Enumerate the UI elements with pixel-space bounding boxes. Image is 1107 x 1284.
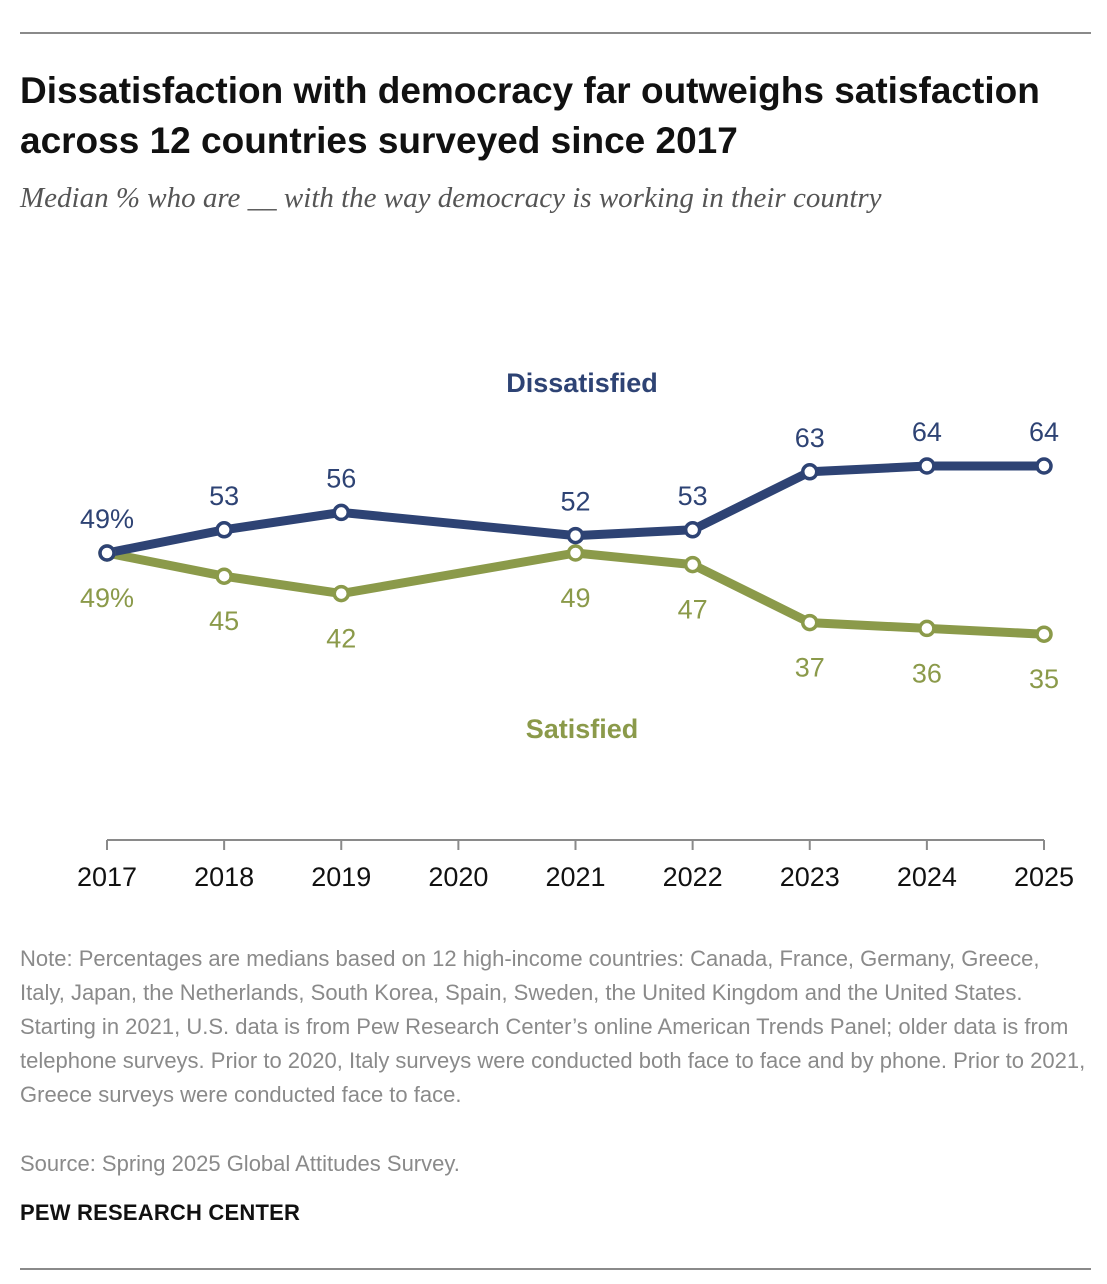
x-axis: 2017 2018 2019 2020 2021 2022 2023 2024 2025 (77, 839, 1074, 892)
dissatisfied-data-label: 63 (795, 423, 825, 453)
bottom-rule (20, 1268, 1091, 1270)
x-tick-label: 2020 (428, 862, 488, 892)
chart-subtitle: Median % who are __ with the way democra… (20, 182, 882, 214)
dissatisfied-point (683, 521, 702, 539)
brand-logo-text: PEW RESEARCH CENTER (20, 1200, 301, 1225)
x-tick-label: 2021 (545, 862, 605, 892)
dissatisfied-legend-label: Dissatisfied (506, 368, 658, 398)
x-tick-label: 2018 (194, 862, 254, 892)
satisfied-point (332, 584, 350, 603)
satisfied-data-label: 49% (80, 583, 134, 613)
series-layer (98, 457, 1053, 643)
source-note: Source: Spring 2025 Global Attitudes Sur… (20, 1151, 460, 1176)
x-tick-label: 2024 (897, 862, 957, 892)
dissatisfied-data-label: 64 (1029, 417, 1059, 447)
satisfied-point (683, 555, 702, 574)
dissatisfied-point (918, 457, 936, 475)
satisfied-data-label: 47 (678, 595, 708, 625)
satisfied-data-label: 36 (912, 658, 942, 688)
satisfied-legend-label: Satisfied (526, 714, 639, 744)
satisfied-data-label: 35 (1029, 664, 1059, 694)
x-tick-label: 2023 (780, 862, 840, 892)
dissatisfied-point (566, 526, 585, 545)
dissatisfied-point (98, 544, 116, 562)
satisfied-line (102, 548, 1049, 639)
satisfied-point (566, 544, 585, 562)
footnote: Note: Percentages are medians based on 1… (20, 946, 1086, 1107)
dissatisfied-data-label: 49% (80, 504, 134, 534)
chart-title: Dissatisfaction with democracy far outwe… (20, 70, 1040, 161)
satisfied-point (801, 613, 819, 632)
dissatisfied-point (332, 503, 350, 522)
top-rule (20, 32, 1091, 34)
line-chart: 2017 2018 2019 2020 2021 2022 2023 2024 2025 49%… (77, 368, 1074, 892)
satisfied-data-label: 45 (209, 606, 239, 636)
x-tick-label: 2019 (311, 862, 371, 892)
data-label-layer: 49% 45 42 49 47 37 36 35 49% 53 56 52 53 63 64 64 Dissat… (80, 368, 1059, 744)
dissatisfied-line (102, 461, 1049, 558)
dissatisfied-data-label: 64 (912, 417, 942, 447)
satisfied-point (215, 567, 233, 585)
x-tick-label: 2025 (1014, 862, 1074, 892)
dissatisfied-data-label: 56 (326, 463, 356, 493)
dissatisfied-point (215, 521, 233, 539)
satisfied-point (918, 619, 936, 638)
x-tick-label: 2017 (77, 862, 137, 892)
satisfied-data-label: 42 (326, 624, 356, 654)
dissatisfied-point (1035, 457, 1053, 475)
x-tick-label: 2022 (663, 862, 723, 892)
satisfied-point (1035, 625, 1053, 643)
dissatisfied-point (801, 463, 819, 481)
dissatisfied-data-label: 53 (678, 481, 708, 511)
dissatisfied-data-label: 53 (209, 481, 239, 511)
dissatisfied-data-label: 52 (560, 487, 590, 517)
satisfied-data-label: 49 (560, 583, 590, 613)
satisfied-data-label: 37 (795, 653, 825, 683)
